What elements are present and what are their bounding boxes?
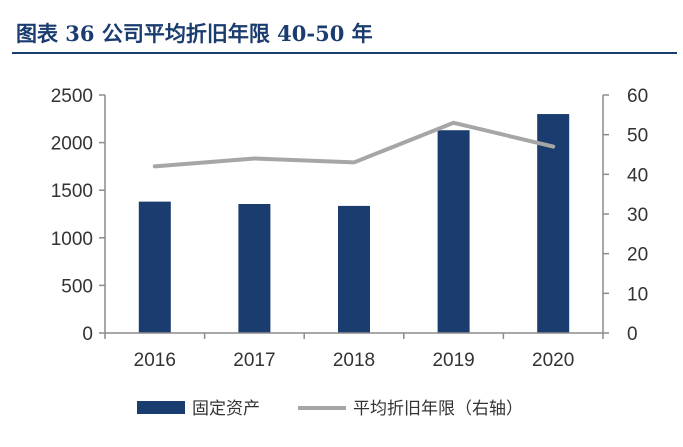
legend-line-label: 平均折旧年限（右轴） [353,399,523,419]
left-tick-label: 2000 [51,134,93,155]
x-tick-label: 2019 [432,350,474,371]
bar-2020 [537,114,570,333]
right-tick-label: 0 [627,324,638,345]
legend-bar-swatch [137,401,185,414]
bar-series [138,114,570,333]
bar-2019 [437,130,470,333]
right-tick-label: 50 [627,126,648,147]
legend-bar-label: 固定资产 [192,399,260,419]
x-tick-label: 2020 [532,350,574,371]
left-tick-label: 1500 [51,181,93,202]
bar-2018 [338,205,370,333]
right-tick-label: 20 [627,245,648,266]
bar-2016 [138,201,171,333]
line-series [152,120,556,169]
depreciation-line [152,120,556,169]
figure-header: 图表 36 公司平均折旧年限 40-50 年 [12,6,677,54]
right-tick-label: 30 [627,205,648,226]
legend: 固定资产 平均折旧年限（右轴） [137,399,523,419]
x-tick-label: 2018 [333,350,375,371]
right-tick-label: 10 [627,284,648,305]
left-tick-label: 2500 [51,86,93,107]
left-tick-label: 0 [82,324,93,345]
right-tick-label: 40 [627,165,648,186]
x-tick-label: 2017 [233,350,275,371]
left-tick-label: 1000 [51,229,93,250]
x-tick-label: 2016 [134,350,176,371]
left-tick-label: 500 [61,276,93,297]
bar-2017 [238,204,271,333]
axes: 0 500 1000 1500 2000 2500 0 10 20 30 40 50 60 2016 201… [51,86,648,371]
right-tick-label: 60 [627,86,648,107]
figure-title: 图表 36 公司平均折旧年限 40-50 年 [16,21,373,46]
